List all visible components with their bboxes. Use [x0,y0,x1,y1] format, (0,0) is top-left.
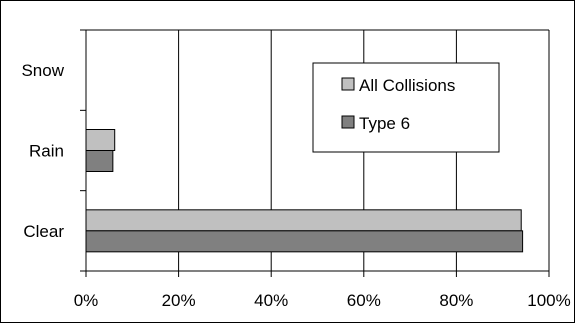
bar-clear-type-6 [85,230,524,253]
x-tick-label-3: 60% [347,291,381,310]
bar-rain-all-collisions [85,129,116,151]
x-tick-label-1: 20% [162,291,196,310]
y-label-snow: Snow [21,61,64,80]
legend-swatch-type-6 [341,115,355,129]
legend-swatch-all-collisions [341,77,355,91]
bar-clear-all-collisions [85,209,522,232]
x-tick-label-4: 80% [439,291,473,310]
y-label-rain: Rain [29,142,64,161]
axes [80,29,550,277]
x-tick-label-0: 0% [74,291,99,310]
legend-label-all-collisions: All Collisions [359,76,455,95]
x-tick-label-2: 40% [254,291,288,310]
bar-rain-type-6 [85,150,114,172]
y-label-clear: Clear [23,222,64,241]
tick-labels: 0% 20% 40% 60% 80% 100% Snow Rain Clear [21,61,570,310]
bars [85,129,524,253]
x-tick-label-5: 100% [527,291,570,310]
legend: All Collisions Type 6 [312,62,500,153]
legend-label-type-6: Type 6 [359,114,410,133]
